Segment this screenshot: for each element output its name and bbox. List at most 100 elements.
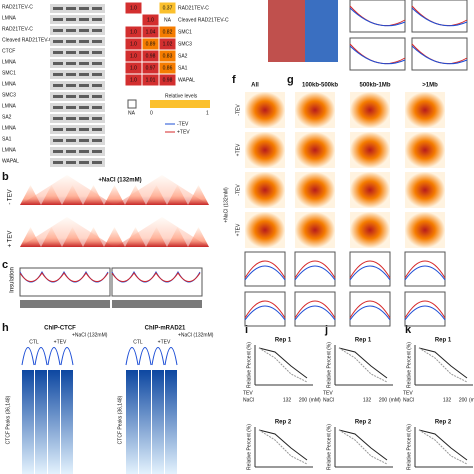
panel-c-ylabel: Insulation: [10, 267, 16, 293]
chip-profile: [125, 347, 139, 366]
legend-max: 1: [206, 110, 209, 116]
blot-band: [53, 73, 63, 76]
curve: [349, 5, 406, 27]
blot-band-area: [50, 15, 105, 24]
blot-band: [92, 139, 102, 142]
plot-frame: [404, 251, 446, 287]
blot-band-area: [50, 59, 105, 68]
blot-band: [92, 7, 102, 10]
level-value: 0.98: [163, 77, 173, 83]
apa-map: [245, 92, 285, 128]
blot-label: RAD21TEV-C: [2, 4, 33, 10]
blot-band: [53, 117, 63, 120]
level-value: 1.0: [130, 65, 137, 71]
curve: [411, 43, 468, 65]
blot-band: [53, 18, 63, 21]
chip-profile: [21, 347, 35, 366]
level-row-label: WAPAL: [178, 77, 195, 83]
level-row-label: SMC3: [178, 41, 192, 47]
level-row-label: RAD21TEV-C: [178, 5, 209, 11]
trend: [418, 347, 468, 379]
panel-b-title: +NaCl (132mM): [98, 178, 141, 184]
level-row-label: SA2: [178, 53, 188, 59]
trend: [338, 347, 388, 379]
panel-h-col: CTL: [133, 339, 143, 345]
panel-ijk-ylabel: Relative Percent (%): [326, 342, 332, 388]
blot-band: [66, 139, 76, 142]
panel-f-row: -TEV: [235, 104, 241, 116]
blot-band: [92, 128, 102, 131]
blot-label: SMC3: [2, 92, 16, 98]
level-row-label: SA1: [178, 65, 188, 71]
panel-f-row: -TEV: [235, 184, 241, 196]
blot-band: [92, 73, 102, 76]
trend: [258, 347, 308, 379]
profile: [294, 265, 336, 281]
legend-plus: +TEV: [177, 129, 190, 135]
panel-letter: b: [2, 171, 9, 183]
blot-band: [79, 62, 89, 65]
axis-row: NaCl: [403, 397, 414, 403]
curve: [411, 45, 468, 65]
level-row-label: Cleaved RAD21TEV-C: [178, 17, 229, 23]
panel-f-title: All: [251, 83, 259, 89]
chip-profile: [60, 347, 74, 366]
blot-band: [92, 40, 102, 43]
plot-frame: [411, 37, 468, 71]
level-value: 1.01: [146, 77, 156, 83]
legend-na: [127, 99, 137, 109]
panel-letter: j: [324, 324, 328, 336]
trend: [418, 429, 468, 461]
tad-triangle: [104, 185, 125, 205]
panel-b-row: + TEV: [8, 231, 14, 248]
rep-title: Rep 2: [275, 420, 292, 426]
axis-unit: (mM): [469, 397, 474, 403]
panel-f-side: +NaCl (132mM): [223, 187, 229, 223]
tad-triangle: [20, 217, 114, 247]
axis-row: TEV: [403, 390, 413, 396]
blot-band: [53, 84, 63, 87]
chip-profile: [151, 347, 165, 366]
chip-profile: [164, 347, 178, 366]
panel-ijk-ylabel: Relative Percent (%): [326, 424, 332, 470]
blot-band-area: [50, 125, 105, 134]
panel-ijk-ylabel: Relative Percent (%): [406, 342, 412, 388]
rep-title: Rep 2: [355, 420, 372, 426]
level-value: 0.82: [163, 29, 173, 35]
blot-band: [66, 106, 76, 109]
chip-profile: [47, 347, 61, 366]
level-value: 1.04: [146, 29, 156, 35]
blot-band-area: [50, 136, 105, 145]
axis-row: TEV: [323, 390, 333, 396]
blot-band: [92, 161, 102, 164]
blot-band: [92, 51, 102, 54]
apa-map: [295, 132, 335, 168]
level-cell: [124, 13, 143, 27]
trend: [418, 347, 468, 383]
rep-title: Rep 2: [435, 420, 452, 426]
axis-row: NaCl: [323, 397, 334, 403]
axis-tick: 200: [299, 397, 308, 403]
insulation: [19, 272, 109, 282]
level-value: 0.86: [163, 65, 173, 71]
apa-map: [350, 92, 390, 128]
blot-band: [92, 29, 102, 32]
curve: [349, 43, 406, 65]
level-row-label: SMC1: [178, 29, 192, 35]
blot-band: [92, 18, 102, 21]
plot-frame: [349, 37, 406, 71]
blot-band-area: [50, 81, 105, 90]
profile: [349, 305, 391, 321]
apa-map: [295, 172, 335, 208]
axis-unit: (mM): [309, 397, 321, 403]
plot-frame: [111, 267, 203, 297]
level-cell: [158, 73, 177, 87]
axis-tick: 132: [363, 397, 372, 403]
axis-tick: 132: [443, 397, 452, 403]
panel-letter: h: [2, 322, 9, 334]
panel-g-title: 100kb-500kb: [302, 83, 338, 89]
blot-band: [53, 51, 63, 54]
chip-profile: [34, 347, 48, 366]
blot-band-area: [50, 70, 105, 79]
